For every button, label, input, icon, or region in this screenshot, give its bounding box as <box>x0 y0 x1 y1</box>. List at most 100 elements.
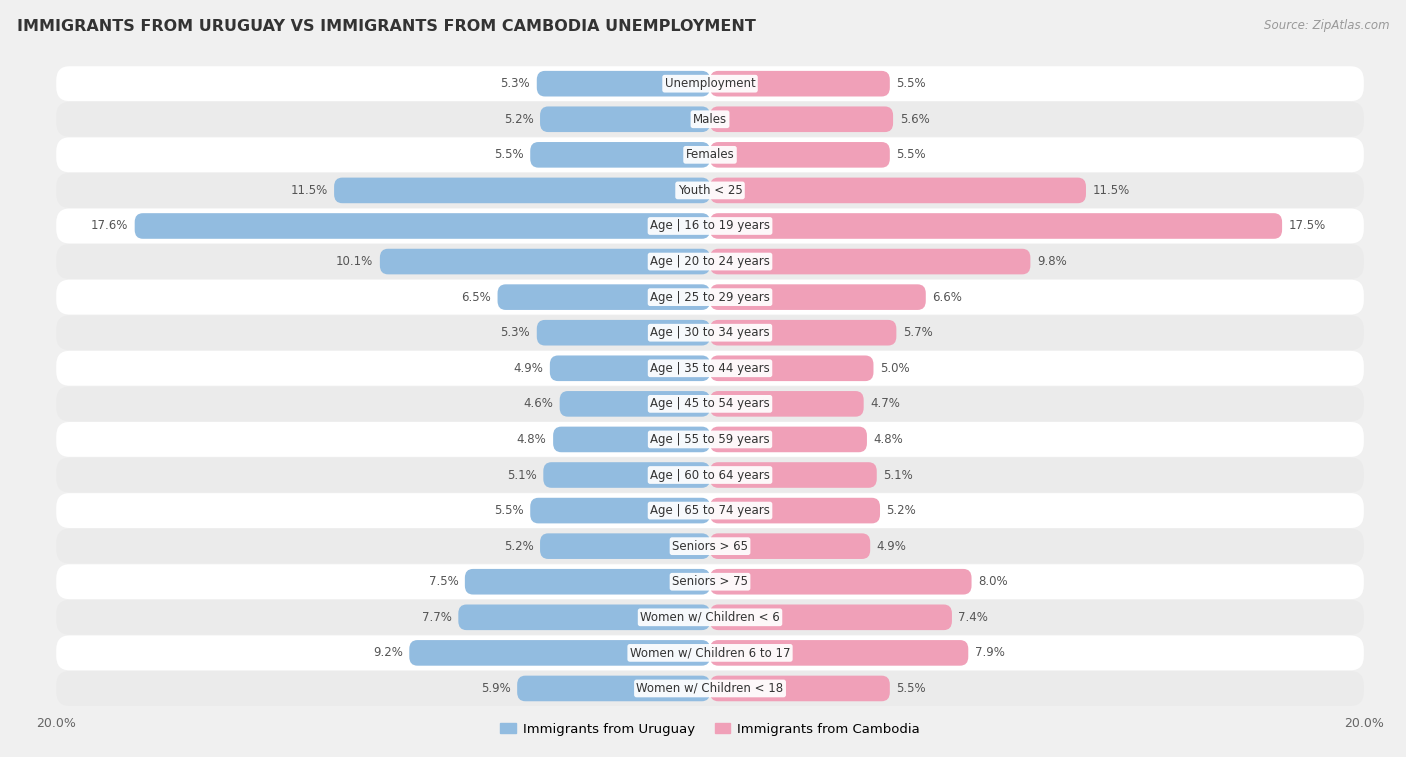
FancyBboxPatch shape <box>56 138 1364 173</box>
Text: 4.9%: 4.9% <box>513 362 543 375</box>
Text: Age | 55 to 59 years: Age | 55 to 59 years <box>650 433 770 446</box>
FancyBboxPatch shape <box>56 208 1364 244</box>
FancyBboxPatch shape <box>517 676 710 701</box>
Text: Women w/ Children < 6: Women w/ Children < 6 <box>640 611 780 624</box>
Text: Age | 45 to 54 years: Age | 45 to 54 years <box>650 397 770 410</box>
FancyBboxPatch shape <box>380 249 710 274</box>
Legend: Immigrants from Uruguay, Immigrants from Cambodia: Immigrants from Uruguay, Immigrants from… <box>495 717 925 741</box>
FancyBboxPatch shape <box>56 635 1364 670</box>
FancyBboxPatch shape <box>56 564 1364 599</box>
FancyBboxPatch shape <box>530 142 710 167</box>
FancyBboxPatch shape <box>56 173 1364 208</box>
Text: Unemployment: Unemployment <box>665 77 755 90</box>
Text: 7.5%: 7.5% <box>429 575 458 588</box>
Text: 5.5%: 5.5% <box>897 77 927 90</box>
Text: 5.1%: 5.1% <box>508 469 537 481</box>
FancyBboxPatch shape <box>56 386 1364 422</box>
FancyBboxPatch shape <box>710 107 893 132</box>
FancyBboxPatch shape <box>553 427 710 452</box>
Text: 5.1%: 5.1% <box>883 469 912 481</box>
FancyBboxPatch shape <box>56 422 1364 457</box>
FancyBboxPatch shape <box>710 605 952 630</box>
Text: 17.6%: 17.6% <box>91 220 128 232</box>
FancyBboxPatch shape <box>710 427 868 452</box>
FancyBboxPatch shape <box>710 213 1282 238</box>
Text: Age | 16 to 19 years: Age | 16 to 19 years <box>650 220 770 232</box>
FancyBboxPatch shape <box>135 213 710 238</box>
FancyBboxPatch shape <box>540 107 710 132</box>
Text: Women w/ Children < 18: Women w/ Children < 18 <box>637 682 783 695</box>
FancyBboxPatch shape <box>56 315 1364 350</box>
Text: Youth < 25: Youth < 25 <box>678 184 742 197</box>
Text: 5.5%: 5.5% <box>494 504 523 517</box>
FancyBboxPatch shape <box>56 528 1364 564</box>
Text: 5.5%: 5.5% <box>494 148 523 161</box>
Text: 10.1%: 10.1% <box>336 255 374 268</box>
Text: Age | 65 to 74 years: Age | 65 to 74 years <box>650 504 770 517</box>
Text: 9.2%: 9.2% <box>373 646 402 659</box>
FancyBboxPatch shape <box>56 67 1364 101</box>
FancyBboxPatch shape <box>335 178 710 203</box>
Text: 4.7%: 4.7% <box>870 397 900 410</box>
FancyBboxPatch shape <box>710 142 890 167</box>
FancyBboxPatch shape <box>710 676 890 701</box>
FancyBboxPatch shape <box>56 671 1364 706</box>
Text: 5.2%: 5.2% <box>887 504 917 517</box>
Text: 8.0%: 8.0% <box>979 575 1008 588</box>
Text: 11.5%: 11.5% <box>1092 184 1130 197</box>
Text: 5.7%: 5.7% <box>903 326 932 339</box>
FancyBboxPatch shape <box>56 102 1364 137</box>
Text: Age | 30 to 34 years: Age | 30 to 34 years <box>650 326 770 339</box>
FancyBboxPatch shape <box>710 71 890 96</box>
Text: Seniors > 65: Seniors > 65 <box>672 540 748 553</box>
FancyBboxPatch shape <box>498 285 710 310</box>
Text: 6.5%: 6.5% <box>461 291 491 304</box>
Text: Males: Males <box>693 113 727 126</box>
FancyBboxPatch shape <box>56 244 1364 279</box>
Text: Females: Females <box>686 148 734 161</box>
Text: 4.6%: 4.6% <box>523 397 553 410</box>
FancyBboxPatch shape <box>540 534 710 559</box>
Text: 4.8%: 4.8% <box>873 433 903 446</box>
FancyBboxPatch shape <box>56 350 1364 386</box>
FancyBboxPatch shape <box>560 391 710 416</box>
FancyBboxPatch shape <box>56 457 1364 493</box>
Text: 7.7%: 7.7% <box>422 611 451 624</box>
Text: 5.3%: 5.3% <box>501 326 530 339</box>
Text: 5.6%: 5.6% <box>900 113 929 126</box>
Text: Women w/ Children 6 to 17: Women w/ Children 6 to 17 <box>630 646 790 659</box>
FancyBboxPatch shape <box>550 356 710 381</box>
Text: 7.4%: 7.4% <box>959 611 988 624</box>
Text: 4.9%: 4.9% <box>877 540 907 553</box>
FancyBboxPatch shape <box>710 569 972 594</box>
FancyBboxPatch shape <box>710 534 870 559</box>
Text: IMMIGRANTS FROM URUGUAY VS IMMIGRANTS FROM CAMBODIA UNEMPLOYMENT: IMMIGRANTS FROM URUGUAY VS IMMIGRANTS FR… <box>17 19 756 34</box>
FancyBboxPatch shape <box>710 498 880 523</box>
Text: Seniors > 75: Seniors > 75 <box>672 575 748 588</box>
Text: 5.2%: 5.2% <box>503 540 533 553</box>
FancyBboxPatch shape <box>710 320 897 345</box>
FancyBboxPatch shape <box>530 498 710 523</box>
FancyBboxPatch shape <box>710 249 1031 274</box>
Text: 9.8%: 9.8% <box>1038 255 1067 268</box>
FancyBboxPatch shape <box>710 391 863 416</box>
FancyBboxPatch shape <box>710 178 1085 203</box>
FancyBboxPatch shape <box>710 463 877 488</box>
Text: 5.5%: 5.5% <box>897 682 927 695</box>
FancyBboxPatch shape <box>710 356 873 381</box>
Text: 17.5%: 17.5% <box>1289 220 1326 232</box>
Text: Age | 60 to 64 years: Age | 60 to 64 years <box>650 469 770 481</box>
FancyBboxPatch shape <box>56 600 1364 634</box>
FancyBboxPatch shape <box>537 71 710 96</box>
FancyBboxPatch shape <box>458 605 710 630</box>
Text: 6.6%: 6.6% <box>932 291 962 304</box>
FancyBboxPatch shape <box>56 279 1364 315</box>
Text: Age | 20 to 24 years: Age | 20 to 24 years <box>650 255 770 268</box>
FancyBboxPatch shape <box>543 463 710 488</box>
Text: 11.5%: 11.5% <box>290 184 328 197</box>
Text: 5.0%: 5.0% <box>880 362 910 375</box>
FancyBboxPatch shape <box>465 569 710 594</box>
Text: Age | 25 to 29 years: Age | 25 to 29 years <box>650 291 770 304</box>
FancyBboxPatch shape <box>710 640 969 665</box>
Text: Source: ZipAtlas.com: Source: ZipAtlas.com <box>1264 19 1389 32</box>
